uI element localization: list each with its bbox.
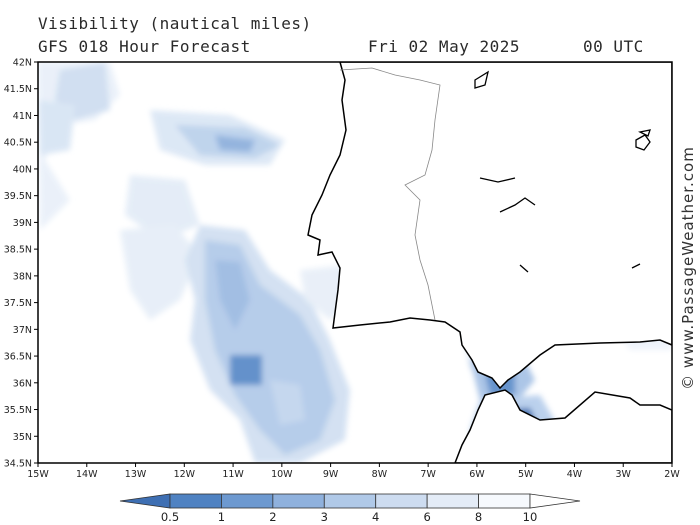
lon-label: 3W xyxy=(616,469,632,480)
lat-label: 40.5N xyxy=(4,138,32,149)
legend-tick-label: 10 xyxy=(523,510,538,524)
balearic-islands xyxy=(635,129,651,151)
lon-label: 4W xyxy=(567,469,583,480)
land-africa xyxy=(454,389,672,463)
legend-swatch xyxy=(169,493,222,509)
lon-label: 13W xyxy=(125,469,147,480)
lat-label: 37.5N xyxy=(4,298,32,309)
lat-label: 36.5N xyxy=(4,352,32,363)
legend-swatch xyxy=(272,493,325,509)
map-title: Visibility (nautical miles) xyxy=(38,14,312,33)
portugal-spain-border xyxy=(339,67,441,321)
lat-label: 38.5N xyxy=(4,245,32,256)
lat-label: 41N xyxy=(13,111,32,122)
legend-tick-label: 3 xyxy=(321,510,328,524)
lat-label: 42N xyxy=(13,58,32,69)
legend-tick-label: 2 xyxy=(269,510,276,524)
lat-label: 35.5N xyxy=(4,405,32,416)
lat-label: 39.5N xyxy=(4,191,32,202)
lat-label: 40N xyxy=(13,164,32,175)
lon-label: 14W xyxy=(76,469,98,480)
lat-label: 39N xyxy=(13,218,32,229)
land-iberia xyxy=(307,62,672,390)
lon-label: 8W xyxy=(372,469,388,480)
lat-label: 34.5N xyxy=(4,459,32,470)
legend-swatch xyxy=(323,493,377,509)
forecast-time: 00 UTC xyxy=(583,37,644,56)
lon-label: 7W xyxy=(420,469,436,480)
visibility-field xyxy=(38,62,672,463)
longitude-labels: 15W 14W 13W 12W 11W 10W 9W 8W 7W 6W 5W 4W 3W 2W xyxy=(27,463,680,480)
lon-label: 9W xyxy=(323,469,339,480)
visibility-legend: 0.5 1 2 3 4 6 8 10 xyxy=(119,493,581,524)
lat-label: 41.5N xyxy=(4,84,32,95)
lat-label: 37N xyxy=(13,325,32,336)
forecast-date: Fri 02 May 2025 xyxy=(368,37,520,56)
lon-label: 6W xyxy=(469,469,485,480)
latitude-labels: 42N 41.5N 41N 40.5N 40N 39.5N 39N 38.5N 38N 37.5N… xyxy=(4,58,38,470)
legend-swatch xyxy=(221,493,274,509)
legend-swatch xyxy=(478,493,531,509)
lon-label: 5W xyxy=(518,469,534,480)
legend-tick-label: 8 xyxy=(475,510,482,524)
legend-arrow-right xyxy=(529,493,581,509)
lon-label: 11W xyxy=(222,469,244,480)
lat-label: 35N xyxy=(13,432,32,443)
map-frame xyxy=(37,61,673,464)
legend-tick-label: 1 xyxy=(218,510,225,524)
lon-label: 15W xyxy=(27,469,49,480)
coast-detail xyxy=(479,177,641,273)
legend-tick-label: 4 xyxy=(372,510,379,524)
legend-tick-label: 0.5 xyxy=(161,510,179,524)
legend-arrow-left xyxy=(119,493,171,509)
legend-swatch xyxy=(375,493,428,509)
lon-label: 10W xyxy=(271,469,293,480)
lon-label: 12W xyxy=(174,469,196,480)
lat-label: 38N xyxy=(13,271,32,282)
lat-label: 36N xyxy=(13,378,32,389)
lon-label: 2W xyxy=(664,469,680,480)
legend-swatch xyxy=(426,493,479,509)
legend-tick-label: 6 xyxy=(423,510,430,524)
forecast-subtitle: GFS 018 Hour Forecast xyxy=(38,37,251,56)
